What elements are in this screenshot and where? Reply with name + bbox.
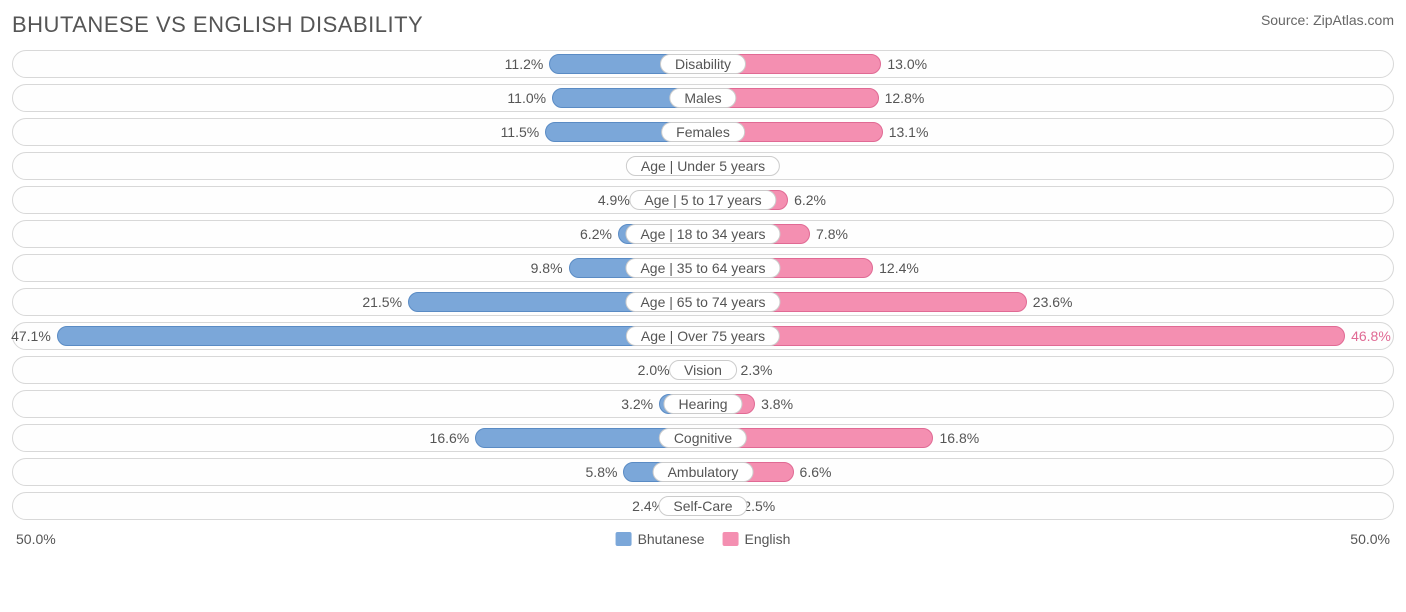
pct-right: 13.1% — [889, 124, 929, 140]
chart-row: 3.2% 3.8% Hearing — [12, 390, 1394, 418]
pct-right: 12.4% — [879, 260, 919, 276]
pct-right: 13.0% — [887, 56, 927, 72]
category-label: Age | 18 to 34 years — [625, 224, 780, 244]
pct-left: 6.2% — [580, 226, 612, 242]
legend-swatch-english — [723, 532, 739, 546]
chart-footer: 50.0% Bhutanese English 50.0% — [12, 528, 1394, 550]
bar-left — [57, 326, 703, 346]
chart-row: 47.1% 46.8% Age | Over 75 years — [12, 322, 1394, 350]
legend-label-english: English — [745, 531, 791, 547]
category-label: Age | Under 5 years — [626, 156, 780, 176]
category-label: Ambulatory — [653, 462, 754, 482]
diverging-bar-chart: 11.2% 13.0% Disability 11.0% 12.8% Males 11.5%… — [12, 50, 1394, 520]
category-label: Age | 35 to 64 years — [625, 258, 780, 278]
chart-row: 1.2%1.7%Age | Under 5 years — [12, 152, 1394, 180]
category-label: Males — [669, 88, 736, 108]
axis-right-label: 50.0% — [1350, 531, 1390, 547]
chart-row: 2.0% 2.3%Vision — [12, 356, 1394, 384]
pct-right: 6.6% — [800, 464, 832, 480]
pct-right: 6.2% — [794, 192, 826, 208]
legend-item-english: English — [723, 531, 791, 547]
pct-left: 21.5% — [362, 294, 402, 310]
pct-left: 47.1% — [11, 328, 51, 344]
chart-row: 16.6% 16.8% Cognitive — [12, 424, 1394, 452]
pct-right: 46.8% — [1351, 328, 1391, 344]
bar-right — [703, 326, 1345, 346]
legend: Bhutanese English — [616, 531, 791, 547]
legend-item-bhutanese: Bhutanese — [616, 531, 705, 547]
category-label: Age | 65 to 74 years — [625, 292, 780, 312]
category-label: Age | 5 to 17 years — [629, 190, 776, 210]
chart-row: 2.4%2.5%Self-Care — [12, 492, 1394, 520]
pct-right: 16.8% — [939, 430, 979, 446]
pct-left: 2.0% — [638, 362, 670, 378]
chart-row: 21.5% 23.6% Age | 65 to 74 years — [12, 288, 1394, 316]
category-label: Self-Care — [658, 496, 747, 516]
pct-left: 9.8% — [531, 260, 563, 276]
pct-left: 5.8% — [586, 464, 618, 480]
legend-label-bhutanese: Bhutanese — [638, 531, 705, 547]
pct-left: 11.2% — [505, 56, 544, 72]
chart-row: 11.2% 13.0% Disability — [12, 50, 1394, 78]
chart-row: 6.2% 7.8% Age | 18 to 34 years — [12, 220, 1394, 248]
pct-left: 11.5% — [501, 124, 540, 140]
category-label: Females — [661, 122, 745, 142]
chart-row: 11.0% 12.8% Males — [12, 84, 1394, 112]
legend-swatch-bhutanese — [616, 532, 632, 546]
pct-right: 3.8% — [761, 396, 793, 412]
category-label: Vision — [669, 360, 737, 380]
pct-left: 11.0% — [507, 90, 546, 106]
chart-source: Source: ZipAtlas.com — [1261, 12, 1394, 28]
chart-row: 4.9% 6.2% Age | 5 to 17 years — [12, 186, 1394, 214]
category-label: Cognitive — [659, 428, 747, 448]
pct-right: 2.3% — [741, 362, 773, 378]
category-label: Disability — [660, 54, 746, 74]
pct-left: 16.6% — [430, 430, 470, 446]
pct-right: 7.8% — [816, 226, 848, 242]
chart-row: 9.8% 12.4% Age | 35 to 64 years — [12, 254, 1394, 282]
chart-header: BHUTANESE VS ENGLISH DISABILITY Source: … — [12, 12, 1394, 38]
chart-row: 5.8% 6.6% Ambulatory — [12, 458, 1394, 486]
pct-left: 4.9% — [598, 192, 630, 208]
pct-right: 2.5% — [743, 498, 775, 514]
chart-row: 11.5% 13.1% Females — [12, 118, 1394, 146]
pct-left: 3.2% — [621, 396, 653, 412]
category-label: Hearing — [663, 394, 742, 414]
category-label: Age | Over 75 years — [626, 326, 780, 346]
pct-right: 12.8% — [885, 90, 925, 106]
pct-right: 23.6% — [1033, 294, 1073, 310]
chart-title: BHUTANESE VS ENGLISH DISABILITY — [12, 12, 423, 38]
axis-left-label: 50.0% — [16, 531, 56, 547]
